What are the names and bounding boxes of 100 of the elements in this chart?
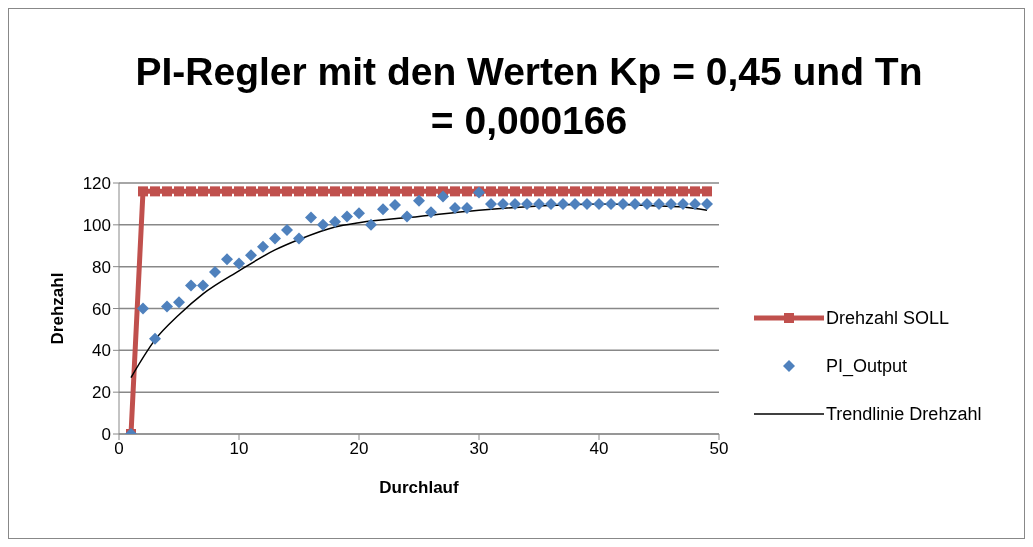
point — [654, 186, 664, 197]
point — [330, 186, 340, 197]
point — [665, 197, 677, 210]
point — [390, 186, 400, 197]
point — [437, 190, 449, 203]
y-tick-label: 0 — [101, 425, 111, 445]
point — [605, 197, 617, 210]
point — [413, 194, 425, 207]
point — [570, 186, 580, 197]
point — [294, 186, 304, 197]
point — [197, 279, 209, 292]
point — [618, 186, 628, 197]
point — [462, 186, 472, 197]
x-tick-label: 20 — [349, 439, 369, 459]
point — [678, 186, 688, 197]
point — [377, 203, 389, 216]
y-tick-label: 120 — [82, 174, 111, 194]
point — [341, 210, 353, 223]
point — [234, 186, 244, 197]
point — [282, 186, 292, 197]
y-tick-label: 60 — [92, 299, 111, 319]
legend-label: Drehzahl SOLL — [826, 307, 950, 329]
point — [389, 198, 401, 211]
point — [210, 186, 220, 197]
point — [545, 197, 557, 210]
point — [137, 302, 149, 315]
point — [449, 202, 461, 215]
point — [582, 186, 592, 197]
point — [150, 186, 160, 197]
point — [546, 186, 556, 197]
y-axis-title: Drehzahl — [48, 272, 68, 345]
point — [317, 218, 329, 231]
point — [533, 197, 545, 210]
point — [641, 197, 653, 210]
legend-label: PI_Output — [826, 355, 908, 377]
point — [629, 197, 641, 210]
point — [162, 186, 172, 197]
point — [569, 197, 581, 210]
point — [306, 186, 316, 197]
point — [329, 215, 341, 228]
point — [702, 186, 712, 197]
point — [521, 197, 533, 210]
point — [426, 186, 436, 197]
x-tick-label: 50 — [709, 439, 729, 459]
point — [581, 197, 593, 210]
point — [222, 186, 232, 197]
point — [617, 197, 629, 210]
point — [594, 186, 604, 197]
point — [174, 186, 184, 197]
point — [186, 186, 196, 197]
point — [258, 186, 268, 197]
point — [257, 240, 269, 253]
x-tick-label: 10 — [229, 439, 249, 459]
point — [366, 186, 376, 197]
point — [221, 253, 233, 266]
y-tick-label: 40 — [92, 341, 111, 361]
point — [138, 186, 148, 197]
point — [305, 211, 317, 224]
point — [690, 186, 700, 197]
point — [378, 186, 388, 197]
point — [642, 186, 652, 197]
point — [246, 186, 256, 197]
point — [593, 197, 605, 210]
point — [497, 197, 509, 210]
point — [630, 186, 640, 197]
point — [510, 186, 520, 197]
point — [173, 296, 185, 309]
point — [269, 232, 281, 245]
point — [318, 186, 328, 197]
chart-title: PI-Regler mit den Werten Kp = 0,45 und Tn = 0,000166 — [134, 49, 924, 144]
point — [161, 300, 173, 313]
point — [558, 186, 568, 197]
point — [534, 186, 544, 197]
point — [653, 197, 665, 210]
point — [486, 186, 496, 197]
point — [293, 232, 305, 245]
x-axis-title: Durchlauf — [379, 478, 460, 497]
point — [270, 186, 280, 197]
point — [209, 265, 221, 278]
point — [425, 206, 437, 219]
point — [461, 202, 473, 215]
point — [522, 186, 532, 197]
point — [450, 186, 460, 197]
legend-label: Trendlinie Drehzahl — [826, 403, 982, 425]
point — [509, 197, 521, 210]
point — [557, 197, 569, 210]
point — [485, 197, 497, 210]
point — [198, 186, 208, 197]
point — [365, 218, 377, 231]
point — [677, 197, 689, 210]
point — [233, 257, 245, 270]
x-tick-label: 40 — [589, 439, 609, 459]
x-tick-label: 30 — [469, 439, 489, 459]
y-tick-label: 80 — [92, 257, 111, 277]
point — [342, 186, 352, 197]
point — [689, 197, 701, 210]
x-tick-label: 0 — [114, 439, 124, 459]
point — [666, 186, 676, 197]
point — [245, 249, 257, 262]
point — [281, 224, 293, 237]
